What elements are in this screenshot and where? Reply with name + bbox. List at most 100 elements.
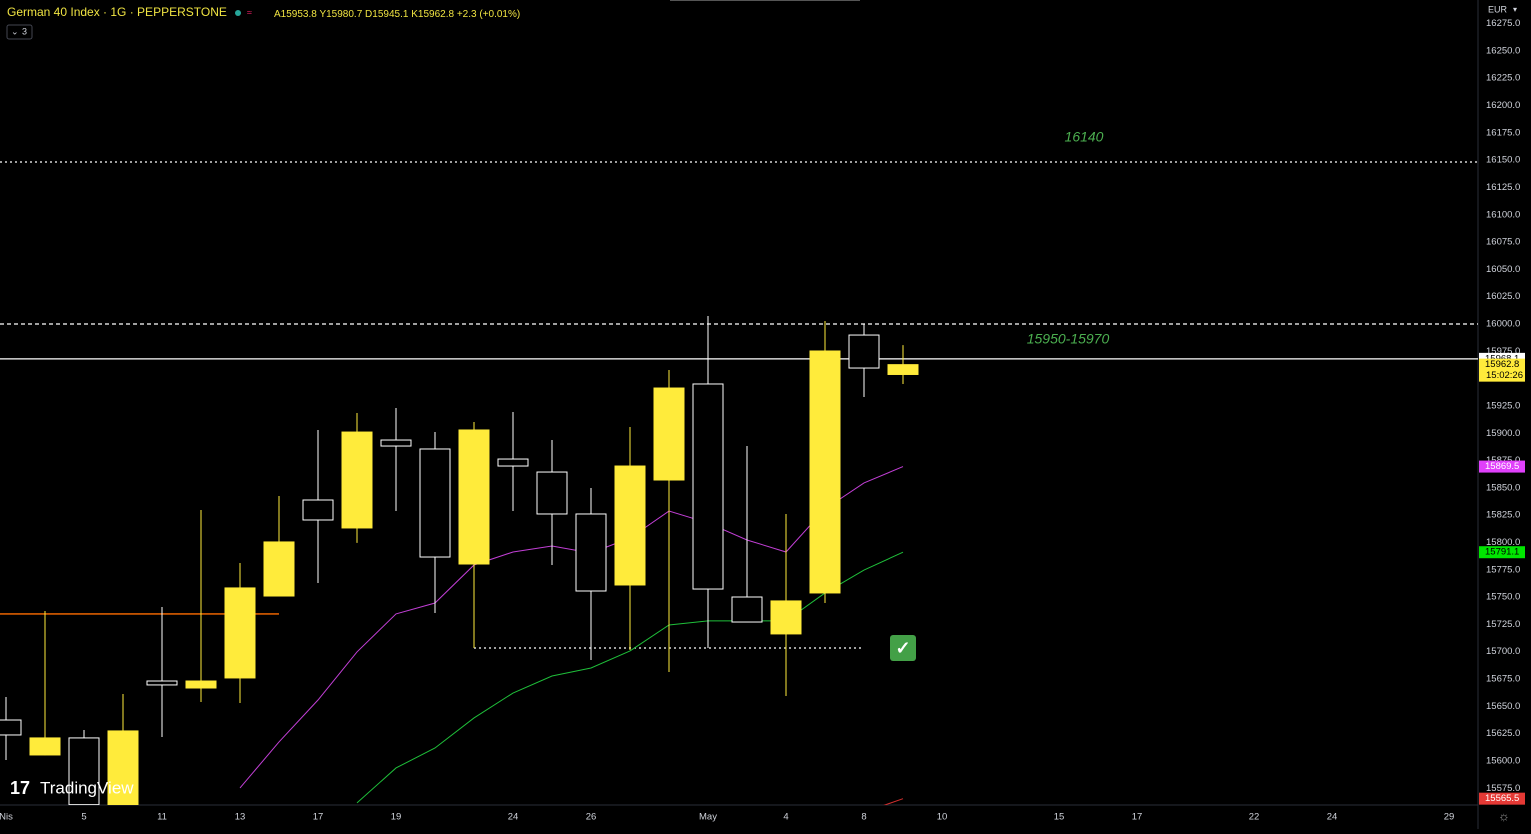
x-tick-label: 17: [313, 812, 324, 823]
candle-body: [341, 431, 373, 529]
moving-average: [883, 798, 904, 805]
annotation: 15950-15970: [1027, 331, 1110, 347]
y-tick-label: 15850.0: [1486, 482, 1520, 493]
x-tick-label: 13: [235, 812, 246, 823]
currency-caret: ▾: [1513, 5, 1517, 14]
ohlc-value: 15953.8: [281, 9, 318, 20]
logo-mark: 17: [10, 778, 30, 798]
ohlc-prefix: A: [274, 9, 281, 20]
y-tick-label: 16025.0: [1486, 291, 1520, 302]
price-label: 15869.5: [1485, 461, 1519, 472]
y-tick-label: 15675.0: [1486, 674, 1520, 685]
y-tick-label: 15625.0: [1486, 728, 1520, 739]
candle-body: [0, 719, 22, 736]
candle-body: [380, 439, 412, 447]
ohlc-change: +2.3 (+0.01%): [457, 9, 520, 20]
y-tick-label: 16150.0: [1486, 155, 1520, 166]
x-tick-label: 29: [1444, 812, 1455, 823]
y-tick-label: 16100.0: [1486, 209, 1520, 220]
moving-average: [239, 466, 904, 789]
y-tick-label: 16125.0: [1486, 182, 1520, 193]
y-tick-label: 16275.0: [1486, 18, 1520, 29]
currency[interactable]: EUR: [1488, 4, 1508, 14]
candle-body: [770, 600, 802, 635]
y-tick-label: 15825.0: [1486, 510, 1520, 521]
x-tick-label: 19: [391, 812, 402, 823]
indicators-toggle[interactable]: [6, 24, 33, 40]
y-tick-label: 15575.0: [1486, 783, 1520, 794]
x-tick-label: 10: [937, 812, 948, 823]
y-tick-label: 15725.0: [1486, 619, 1520, 630]
y-tick-label: 16075.0: [1486, 237, 1520, 248]
candle-body: [302, 499, 334, 521]
candle-body: [107, 730, 139, 805]
y-tick-label: 15975.0: [1486, 346, 1520, 357]
y-tick-label: 15800.0: [1486, 537, 1520, 548]
candle-body: [614, 465, 646, 586]
x-tick-label: 17: [1132, 812, 1143, 823]
x-tick-label: 11: [157, 812, 167, 823]
ohlc-prefix: Y: [319, 9, 326, 20]
price-label-bg: [1479, 546, 1525, 559]
candle-body: [419, 448, 451, 558]
candle-body: [146, 680, 178, 686]
candle-body: [536, 471, 568, 515]
x-tick-label: Nis: [0, 812, 13, 823]
price-label-bg: [1479, 792, 1525, 805]
indicators-caret: ⌄: [11, 26, 19, 36]
candle-body: [68, 737, 100, 805]
candle-body: [29, 737, 61, 756]
x-tick-label: 24: [1327, 812, 1338, 823]
ohlc-prefix: D: [365, 9, 372, 20]
y-tick-label: 15650.0: [1486, 701, 1520, 712]
x-tick-label: 4: [783, 812, 788, 823]
check-icon: ✓: [895, 638, 910, 658]
symbol-title: German 40 Index · 1G · PEPPERSTONE: [7, 5, 227, 19]
annotation: 16140: [1065, 129, 1104, 145]
price-label-bg: [1479, 460, 1525, 473]
ohlc-value: 15980.7: [326, 9, 363, 20]
indicators-count: 3: [22, 26, 27, 36]
candle-body: [887, 364, 919, 375]
plot-area: [0, 161, 1478, 805]
check-icon-bg: [890, 635, 916, 661]
price-label-bg: [1479, 358, 1525, 382]
status-dot: [235, 10, 241, 16]
candle-body: [575, 513, 607, 592]
moving-average: [356, 551, 904, 804]
price-label: 15791.1: [1485, 547, 1519, 558]
y-tick-label: 15900.0: [1486, 428, 1520, 439]
candle-body: [848, 334, 880, 369]
x-tick-label: 22: [1249, 812, 1260, 823]
candle-body: [692, 383, 724, 590]
y-tick-label: 15775.0: [1486, 564, 1520, 575]
y-tick-label: 15600.0: [1486, 755, 1520, 766]
x-tick-label: May: [699, 812, 717, 823]
y-tick-label: 16050.0: [1486, 264, 1520, 275]
x-tick-label: 5: [81, 812, 86, 823]
y-tick-label: 15925.0: [1486, 400, 1520, 411]
price-label: 15565.5: [1485, 793, 1519, 804]
candle-body: [653, 387, 685, 481]
candle-body: [458, 429, 490, 565]
x-tick-label: 15: [1054, 812, 1065, 823]
ohlc-value: 15945.1: [372, 9, 409, 20]
x-tick-label: 26: [586, 812, 597, 823]
y-tick-label: 16250.0: [1486, 45, 1520, 56]
y-tick-label: 16225.0: [1486, 73, 1520, 84]
ohlc-legend: A15953.8 Y15980.7 D15945.1 K15962.8 +2.3…: [274, 9, 520, 20]
y-tick-label: 15700.0: [1486, 646, 1520, 657]
candle-body: [185, 680, 217, 689]
y-tick-label: 16200.0: [1486, 100, 1520, 111]
settings-icon[interactable]: ☼: [1498, 808, 1510, 823]
countdown: 15:02:26: [1486, 370, 1523, 381]
x-tick-label: 24: [508, 812, 519, 823]
candle-body: [224, 587, 256, 679]
x-tick-label: 8: [861, 812, 866, 823]
price-label: 15962.8: [1485, 359, 1519, 370]
status-icon: ≈: [247, 7, 252, 17]
candle-body: [809, 350, 841, 594]
